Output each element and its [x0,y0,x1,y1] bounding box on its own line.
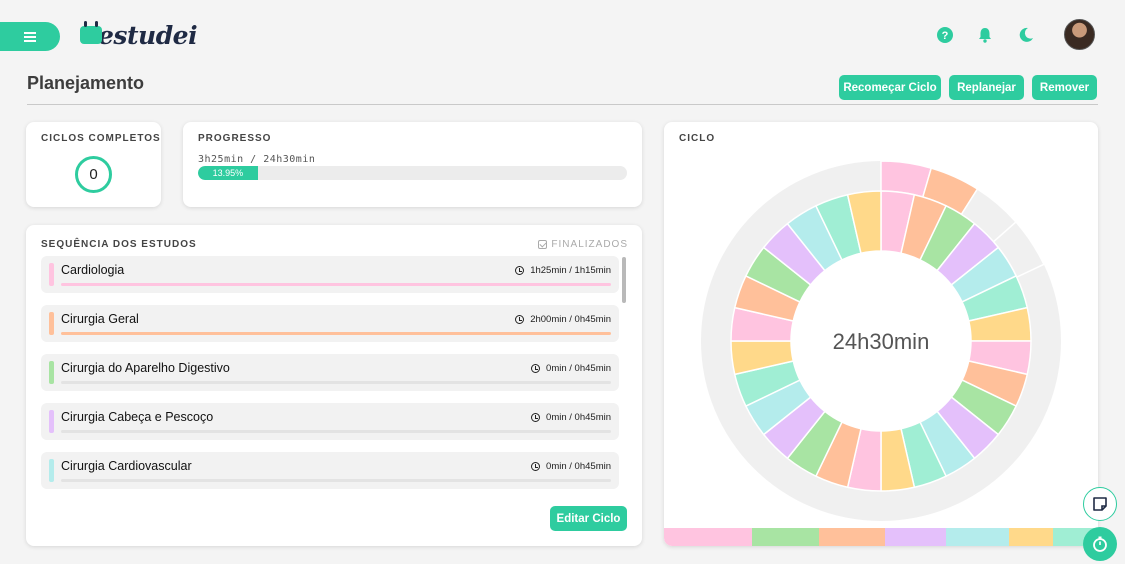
clock-icon [531,364,541,373]
sequencia-label: SEQUÊNCIA DOS ESTUDOS [41,239,197,250]
top-bar: estudei ? [0,0,1125,70]
progress-bar: 13.95% [198,166,627,180]
subject-time: 0min / 0h45min [531,412,611,423]
subject-name: Cirurgia Geral [61,312,139,326]
subject-progress-bar [61,332,611,335]
subject-item[interactable]: Cirurgia do Aparelho Digestivo 0min / 0h… [41,354,619,391]
subject-color-swatch [49,263,54,286]
subject-item[interactable]: Cirurgia Geral 2h00min / 0h45min [41,305,619,342]
legend-swatch [1009,528,1053,546]
subject-item[interactable]: Cardiologia 1h25min / 1h15min [41,256,619,293]
subject-progress-bar [61,479,611,482]
clock-icon [531,413,541,422]
subject-name: Cardiologia [61,263,125,277]
progresso-text: 3h25min / 24h30min [198,154,316,165]
subject-time: 1h25min / 1h15min [515,265,611,276]
notes-fab[interactable] [1083,487,1117,521]
edit-cycle-button[interactable]: Editar Ciclo [550,506,627,531]
legend-swatch [885,528,946,546]
svg-text:?: ? [942,30,949,42]
progresso-label: PROGRESSO [198,133,272,144]
logo-calendar-icon [80,21,102,44]
avatar[interactable] [1064,19,1095,50]
cycle-donut-chart: 24h30min [700,160,1062,522]
legend-swatch [752,528,819,546]
ciclos-completos-value: 0 [75,156,112,193]
ciclo-card: CICLO 24h30min [664,122,1098,546]
logo-text: estudei [98,20,198,50]
donut-center-text: 24h30min [833,329,930,354]
clock-icon [515,315,525,324]
subject-time-label: 1h25min / 1h15min [530,265,611,276]
bell-icon [979,28,991,43]
subject-time-label: 0min / 0h45min [546,412,611,423]
subject-name: Cirurgia Cabeça e Pescoço [61,410,214,424]
ciclo-label: CICLO [679,133,716,144]
menu-icon [24,31,36,42]
progresso-card: PROGRESSO 3h25min / 24h30min 13.95% [183,122,642,207]
list-scrollbar[interactable] [622,257,626,303]
app-logo[interactable]: estudei [80,20,198,50]
subject-time-label: 2h00min / 0h45min [530,314,611,325]
subject-name: Cirurgia Cardiovascular [61,459,192,473]
legend-swatch [664,528,752,546]
subject-name: Cirurgia do Aparelho Digestivo [61,361,230,375]
subject-time-label: 0min / 0h45min [546,363,611,374]
restart-cycle-button[interactable]: Recomeçar Ciclo [839,75,941,100]
timer-fab[interactable] [1083,527,1117,561]
help-button[interactable]: ? [935,25,955,45]
clock-icon [515,266,525,275]
page-title: Planejamento [27,73,145,93]
cycle-donut-svg: 24h30min [701,160,1061,521]
subject-color-swatch [49,361,54,384]
notifications-button[interactable] [975,25,995,45]
finalizados-label: FINALIZADOS [551,239,628,250]
subject-progress-bar [61,430,611,433]
subject-time: 0min / 0h45min [531,363,611,374]
sequencia-card: SEQUÊNCIA DOS ESTUDOS FINALIZADOS Cardio… [26,225,642,546]
help-icon: ? [937,27,953,43]
menu-button[interactable] [0,22,60,51]
subject-color-swatch [49,312,54,335]
timer-icon [1093,536,1107,552]
clock-icon [531,462,541,471]
replan-button[interactable]: Replanejar [949,75,1024,100]
title-divider [27,104,1098,105]
subject-color-swatch [49,459,54,482]
subject-time-label: 0min / 0h45min [546,461,611,472]
ciclos-completos-label: CICLOS COMPLETOS [41,133,161,144]
donut-hole [791,251,971,431]
subject-color-swatch [49,410,54,433]
legend-swatch [946,528,1009,546]
note-icon [1093,497,1107,511]
moon-icon [1019,27,1033,42]
remove-button[interactable]: Remover [1032,75,1097,100]
progress-bar-fill: 13.95% [198,166,258,180]
subject-time: 2h00min / 0h45min [515,314,611,325]
subject-item[interactable]: Cirurgia Cabeça e Pescoço 0min / 0h45min [41,403,619,440]
ciclos-completos-card: CICLOS COMPLETOS 0 [26,122,161,207]
subject-progress-bar [61,283,611,286]
subject-time: 0min / 0h45min [531,461,611,472]
legend-swatch [819,528,885,546]
color-legend-strip [664,528,1098,546]
subject-item[interactable]: Cirurgia Cardiovascular 0min / 0h45min [41,452,619,489]
finalizados-toggle[interactable]: FINALIZADOS [538,239,628,250]
checkbox-icon [538,240,548,249]
theme-toggle-button[interactable] [1016,25,1036,45]
subject-progress-bar [61,381,611,384]
